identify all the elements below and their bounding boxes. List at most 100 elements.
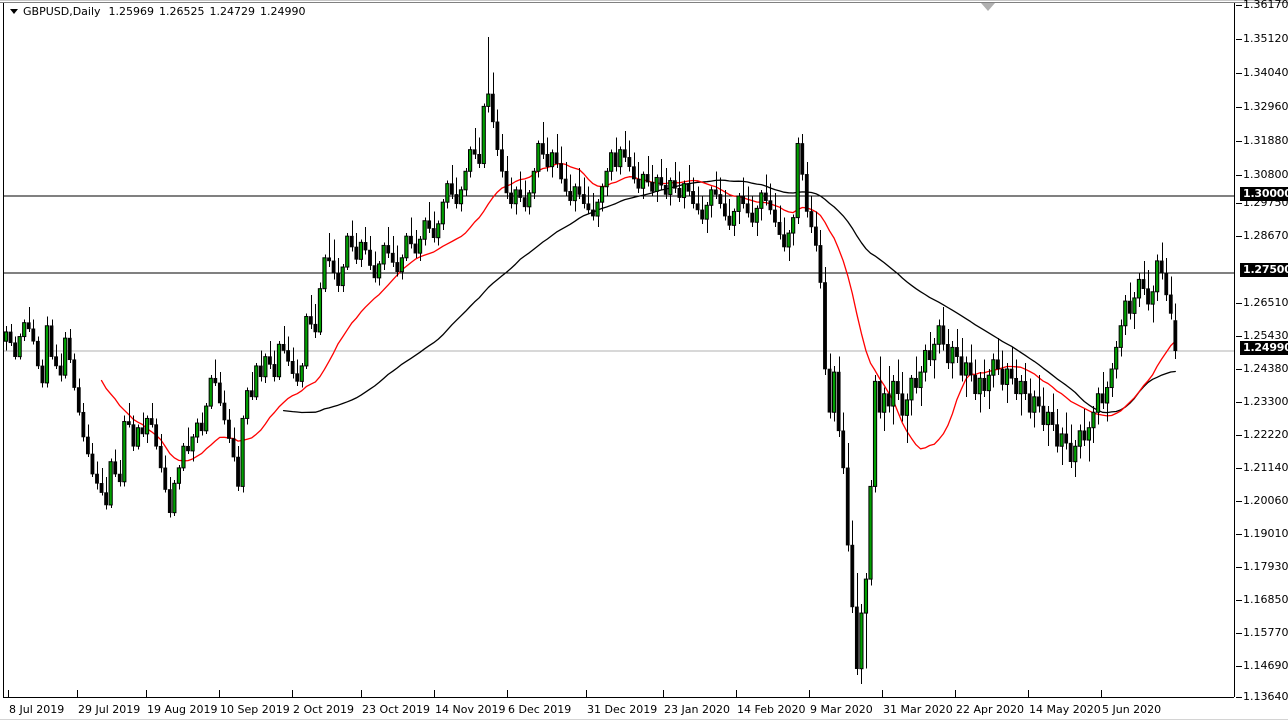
price-plot[interactable] [4,3,1234,697]
chevron-down-icon[interactable] [10,8,18,14]
candle-bearish [308,316,313,325]
time-label: 29 Jul 2019 [78,703,141,716]
candle-bearish [645,174,650,183]
candle-bearish [622,149,627,158]
candle-bearish [722,203,727,217]
candle-bullish [923,349,928,373]
price-tick [1236,203,1242,204]
price-label: 1.24380 [1243,362,1288,375]
price-tick [1236,600,1242,601]
candle-bearish [927,350,932,361]
price-tick [1236,236,1242,237]
candle-bullish [486,93,491,107]
time-axis[interactable] [0,698,1288,725]
candle-bullish [668,180,673,195]
candle-bearish [1055,424,1059,447]
candle-bearish [500,149,504,172]
chart-header: GBPUSD,Daily 1.25969 1.26525 1.24729 1.24990 [10,6,311,18]
candle-bullish [599,186,605,203]
candle-bearish [158,445,163,469]
time-tick [882,690,883,697]
time-label: 14 May 2020 [1029,703,1101,716]
candle-bullish [977,377,982,395]
price-tick [1236,5,1242,6]
candle-bullish [891,380,896,407]
candle-bearish [973,374,978,395]
candle-bearish [1064,433,1069,444]
candle-bullish [172,482,177,514]
candle-bullish [299,365,304,382]
candle-bearish [1082,430,1087,441]
candle-bullish [1032,396,1037,413]
candle-bullish [918,371,923,389]
candle-bearish [691,191,695,205]
candle-bearish [1146,288,1150,305]
candle-bearish [941,325,946,345]
candle-bearish [823,282,827,370]
candle-bearish [167,489,172,513]
price-tick [1236,567,1242,568]
candle-bearish [327,257,331,262]
candle-bullish [704,204,709,220]
time-tick [434,690,435,697]
candle-bearish [431,228,436,239]
candle-bearish [627,157,632,167]
candle-bearish [126,421,131,425]
candle-bearish [427,220,432,229]
candle-bearish [686,183,691,192]
candle-bullish [618,149,623,168]
candle-bullish [681,183,687,199]
moving-average-slow-line[interactable] [282,179,1176,414]
candlestick-series[interactable] [4,36,1178,685]
price-tick [1236,141,1242,142]
candle-bearish [236,456,240,487]
time-label: 14 Nov 2019 [435,703,506,716]
candle-bearish [955,347,959,357]
candle-bearish [804,174,809,212]
price-tick [1236,468,1242,469]
candle-bullish [536,142,541,172]
candle-bearish [49,325,54,357]
candle-bearish [1023,381,1028,395]
time-tick [1101,690,1102,697]
candle-bearish [545,153,550,167]
candle-bearish [1168,294,1173,314]
candle-bearish [286,350,291,362]
candle-bearish [695,203,700,211]
candle-bullish [1155,260,1160,293]
candle-bullish [458,189,464,205]
candle-bullish [1136,278,1142,299]
candle-bullish [832,371,837,413]
moving-average-fast-line[interactable] [100,162,1176,462]
candle-bullish [381,244,386,265]
candle-bullish [322,257,327,290]
candle-bearish [154,424,159,447]
candle-bearish [995,359,1000,370]
candle-bearish [914,377,918,388]
candle-bearish [663,184,668,195]
time-tick [219,690,220,697]
price-label: 1.21140 [1243,461,1288,474]
price-label-highlighted: 1.30000 [1240,187,1288,201]
candle-bullish [1132,297,1137,314]
window-top-highlight [0,0,1288,1]
candle-bearish [845,467,850,546]
price-tick [1236,336,1242,337]
price-label: 1.31880 [1243,134,1288,147]
candle-bearish [90,453,95,475]
price-tick [1236,501,1242,502]
time-label: 31 Dec 2019 [587,703,658,716]
time-label: 22 Apr 2020 [956,703,1025,716]
candle-bullish [190,436,195,452]
candle-bearish [449,183,454,195]
candle-bearish [809,211,814,228]
candle-bearish [40,365,45,384]
candle-bearish [782,234,786,248]
candle-bearish [113,461,118,475]
candle-bullish [791,217,796,234]
chart-scroll-marker[interactable] [981,3,995,11]
candle-bullish [1105,387,1110,404]
candle-bullish [317,288,323,333]
time-label: 23 Jan 2020 [664,703,730,716]
